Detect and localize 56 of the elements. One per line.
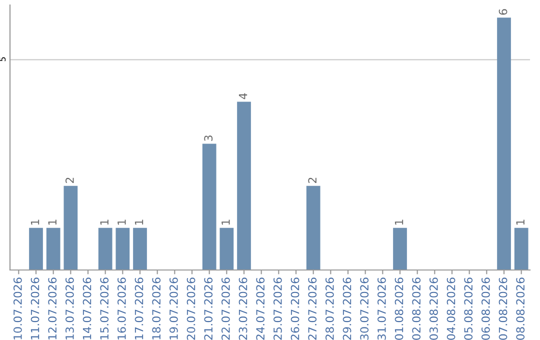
x-tick-label: 21.07.2026 bbox=[204, 278, 213, 340]
x-tick-label: 10.07.2026 bbox=[13, 278, 22, 340]
x-tick-label: 01.08.2026 bbox=[394, 278, 404, 340]
data-label: 1 bbox=[118, 220, 126, 225]
x-tick-label: 15.07.2026 bbox=[100, 278, 109, 340]
data-label: 3 bbox=[204, 136, 213, 141]
bar bbox=[514, 228, 528, 270]
bar bbox=[497, 18, 511, 270]
bar bbox=[393, 228, 407, 270]
bar bbox=[237, 102, 251, 270]
x-tick-label: 04.08.2026 bbox=[446, 278, 456, 340]
x-tick-label: 24.07.2026 bbox=[256, 278, 265, 340]
bar bbox=[116, 228, 130, 270]
bar bbox=[29, 228, 43, 270]
x-tick-label: 31.07.2026 bbox=[377, 278, 386, 340]
x-tick-label: 27.07.2026 bbox=[308, 278, 317, 340]
x-tick-label: 14.07.2026 bbox=[82, 278, 92, 340]
data-label: 1 bbox=[30, 220, 40, 225]
x-tick-label: 11.07.2026 bbox=[30, 278, 40, 340]
bar bbox=[202, 144, 216, 270]
data-label: 2 bbox=[308, 178, 316, 183]
x-tick-label: 30.07.2026 bbox=[360, 278, 369, 340]
x-tick-label: 25.07.2026 bbox=[273, 278, 282, 340]
bar bbox=[133, 228, 147, 270]
data-label: 1 bbox=[222, 220, 230, 225]
data-label: 6 bbox=[498, 9, 508, 15]
bar bbox=[306, 186, 320, 270]
x-tick-label: 13.07.2026 bbox=[65, 278, 74, 340]
data-label: 1 bbox=[394, 220, 404, 225]
x-tick-label: 19.07.2026 bbox=[169, 278, 178, 340]
data-label: 1 bbox=[134, 220, 144, 225]
x-tick-label: 22.07.2026 bbox=[221, 278, 230, 340]
bar bbox=[64, 186, 78, 270]
x-tick-label: 20.07.2026 bbox=[186, 278, 196, 340]
x-tick-label: 12.07.2026 bbox=[48, 278, 57, 340]
x-tick-label: 17.07.2026 bbox=[134, 278, 144, 340]
x-tick-label: 02.08.2026 bbox=[412, 278, 421, 340]
x-tick-label: 06.08.2026 bbox=[481, 278, 490, 340]
data-label: 4 bbox=[238, 93, 248, 100]
x-tick-label: 08.08.2026 bbox=[516, 278, 525, 340]
x-tick-label: 28.07.2026 bbox=[325, 278, 334, 340]
x-tick-label: 05.08.2026 bbox=[464, 278, 473, 340]
x-tick-label: 18.07.2026 bbox=[152, 278, 161, 340]
bar bbox=[220, 228, 234, 270]
bar bbox=[46, 228, 60, 270]
data-label: 1 bbox=[516, 220, 524, 225]
x-tick-label: 07.08.2026 bbox=[498, 278, 508, 340]
x-tick-label: 26.07.2026 bbox=[290, 278, 300, 340]
data-label: 1 bbox=[48, 220, 56, 225]
data-label: 1 bbox=[100, 220, 108, 225]
x-tick-label: 29.07.2026 bbox=[342, 278, 352, 340]
data-label: 2 bbox=[65, 178, 74, 183]
bar bbox=[98, 228, 112, 270]
x-tick-label: 03.08.2026 bbox=[429, 278, 438, 340]
x-tick-label: 23.07.2026 bbox=[238, 278, 248, 340]
x-tick-label: 16.07.2026 bbox=[117, 278, 126, 340]
